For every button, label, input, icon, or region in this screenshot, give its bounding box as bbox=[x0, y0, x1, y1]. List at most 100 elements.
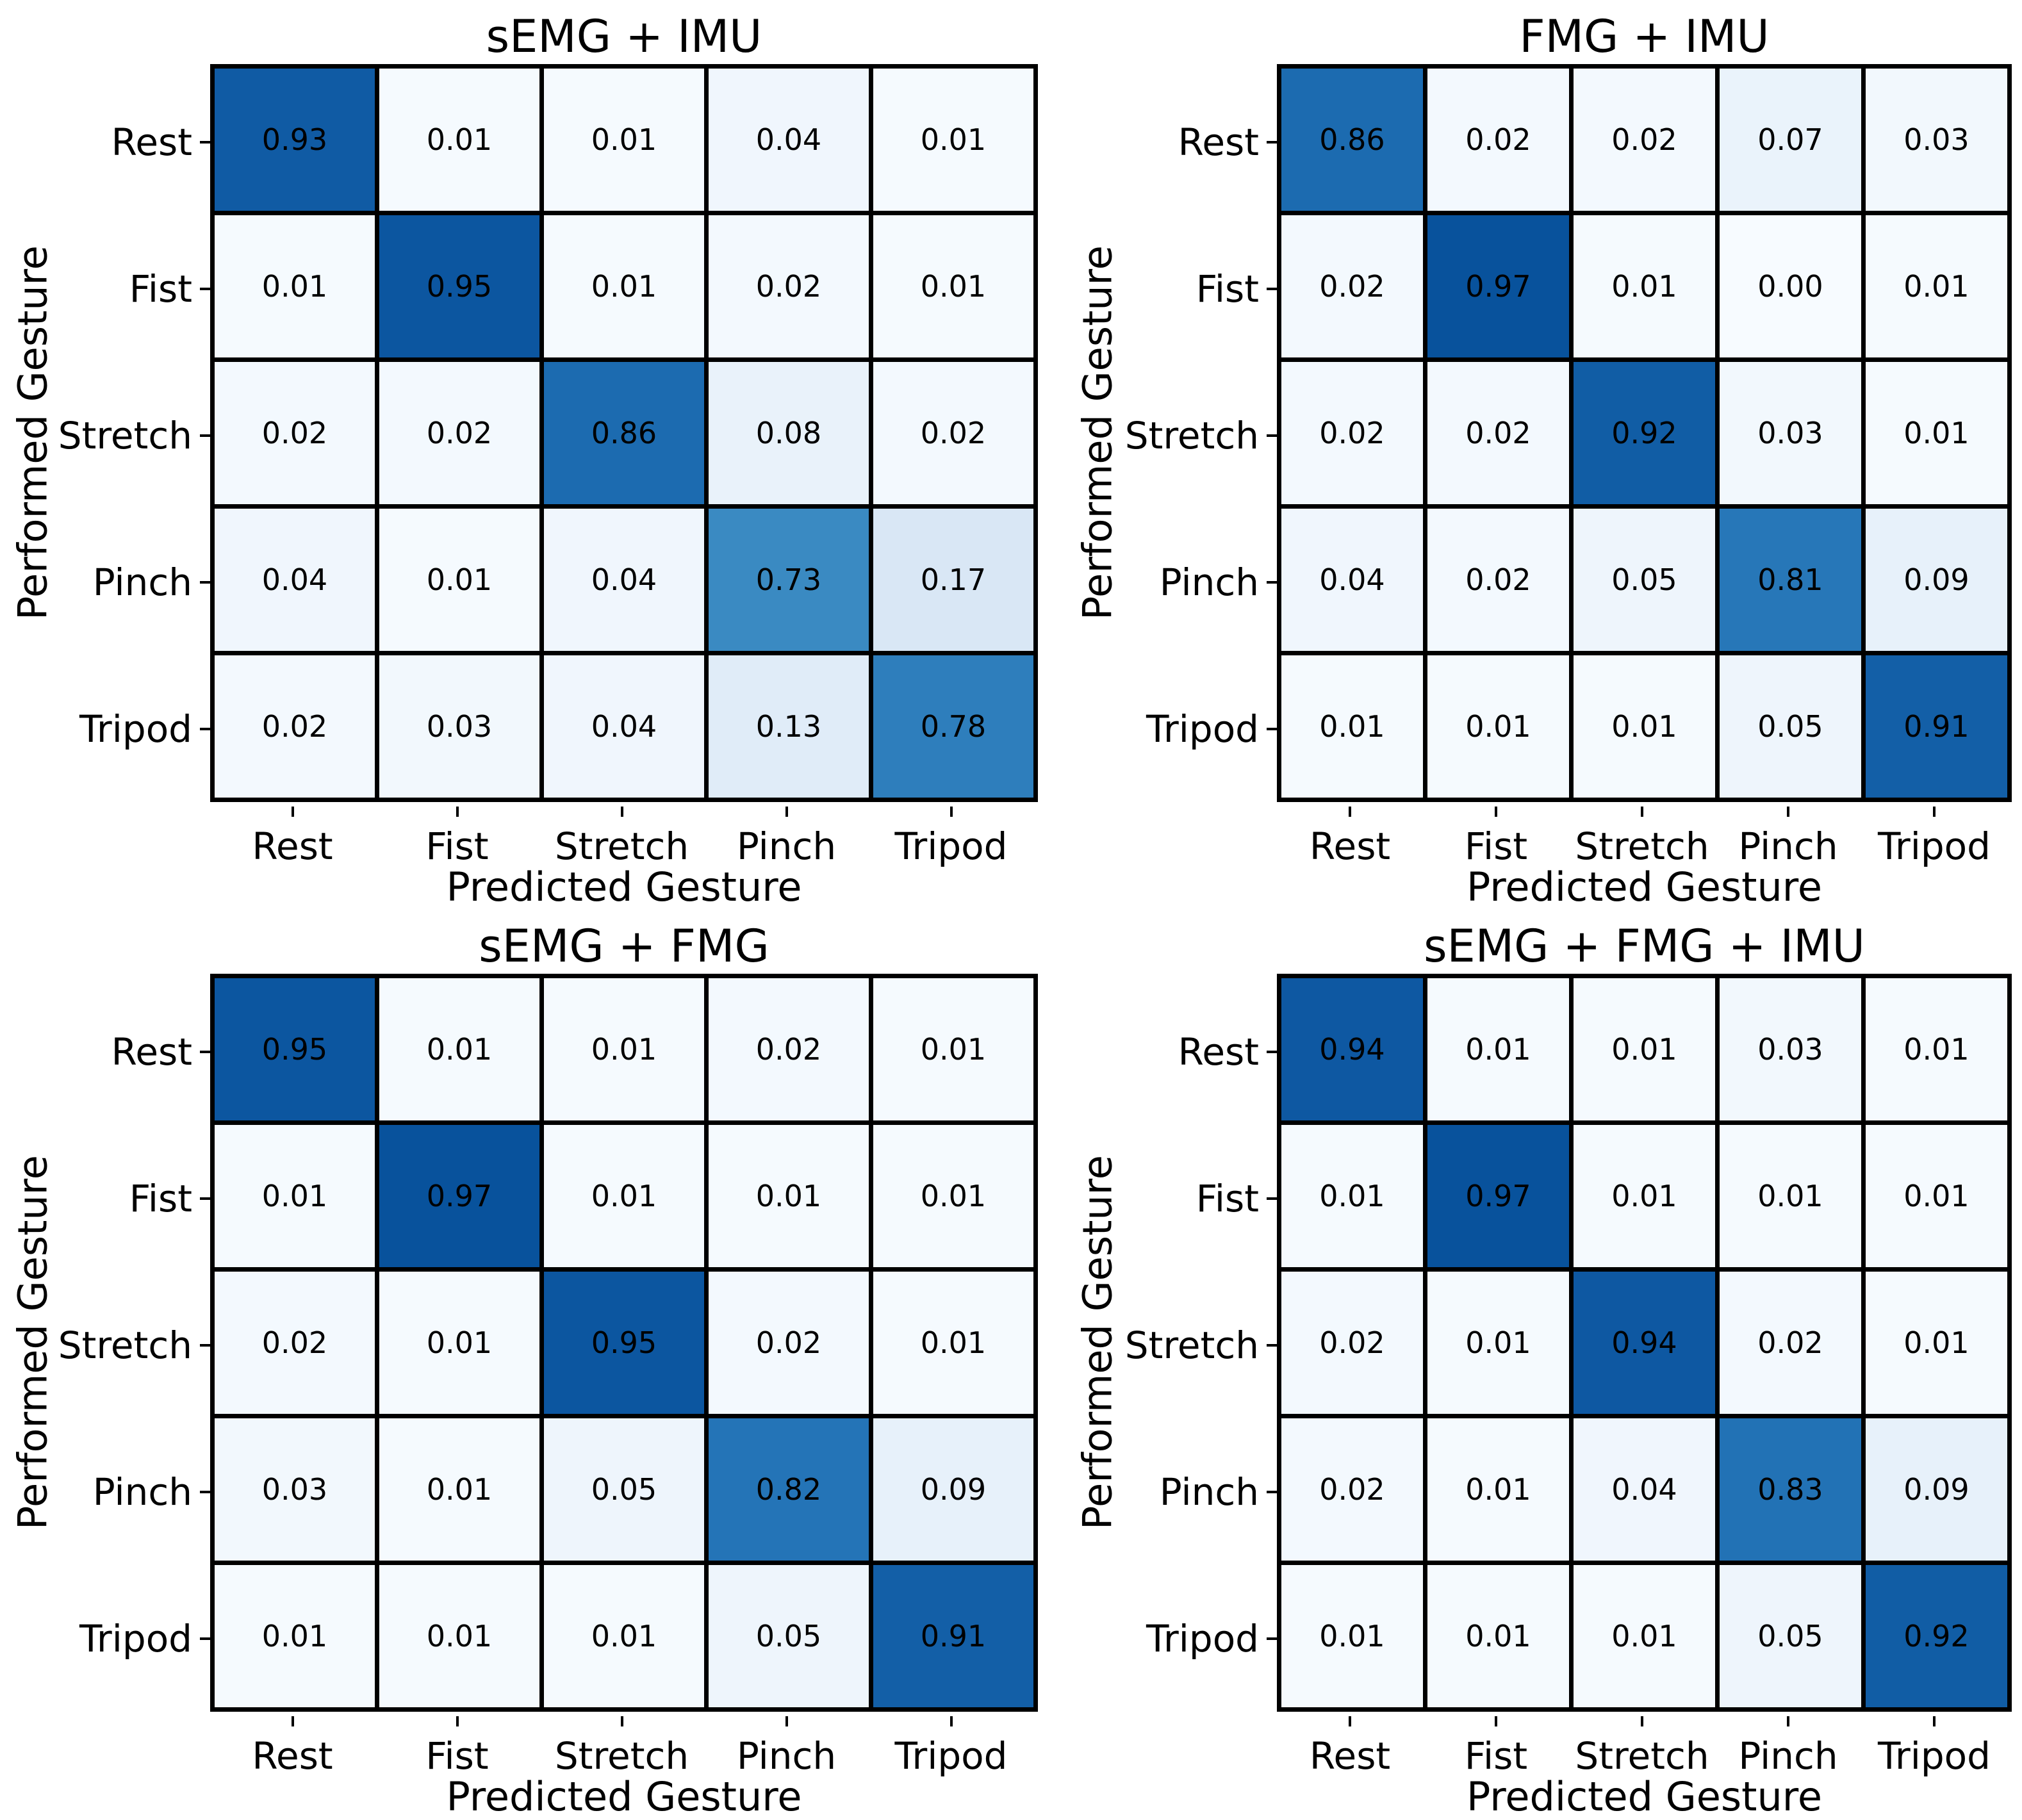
y-tick-label: Rest bbox=[1011, 69, 1277, 215]
matrix-cell: 0.02 bbox=[1281, 1418, 1423, 1561]
y-tick-label: Tripod bbox=[0, 655, 210, 802]
x-tick-label-text: Stretch bbox=[1575, 1734, 1709, 1778]
matrix-cell: 0.04 bbox=[709, 69, 869, 211]
y-tick-label: Pinch bbox=[0, 509, 210, 655]
matrix-cell: 0.01 bbox=[1427, 978, 1569, 1120]
x-tick-mark bbox=[291, 1716, 294, 1726]
y-tick-mark bbox=[200, 1490, 210, 1493]
x-axis-label: Predicted Gesture bbox=[1466, 864, 1823, 910]
matrix-cell: 0.03 bbox=[379, 655, 539, 798]
matrix-cell: 0.92 bbox=[1574, 362, 1715, 504]
matrix-cell: 0.01 bbox=[379, 1565, 539, 1707]
x-tick-labels: Rest Fist Stretch Pinch Tripod bbox=[1277, 1716, 2012, 1778]
y-tick-label-text: Rest bbox=[1178, 1029, 1259, 1074]
matrix-cell: 0.01 bbox=[1427, 1565, 1569, 1707]
matrix-cell: 0.01 bbox=[379, 509, 539, 651]
matrix-cell: 0.01 bbox=[709, 1125, 869, 1267]
matrix-cell: 0.05 bbox=[1574, 509, 1715, 651]
x-tick-label-text: Fist bbox=[425, 1734, 489, 1778]
matrix-cell: 0.03 bbox=[1720, 978, 1861, 1120]
matrix-cell: 0.03 bbox=[1866, 69, 2007, 211]
y-tick-label-text: Tripod bbox=[79, 1616, 192, 1660]
matrix-cell: 0.94 bbox=[1281, 978, 1423, 1120]
matrix-cell: 0.02 bbox=[709, 1272, 869, 1414]
matrix-cell: 0.01 bbox=[1866, 215, 2007, 357]
y-tick-mark bbox=[200, 580, 210, 584]
matrix-cell: 0.02 bbox=[1574, 69, 1715, 211]
matrix-cell: 0.02 bbox=[709, 215, 869, 357]
x-tick-label-text: Pinch bbox=[1738, 1734, 1838, 1778]
matrix-cell: 0.01 bbox=[1281, 1565, 1423, 1707]
matrix-cell: 0.01 bbox=[544, 1125, 704, 1267]
y-tick-labels: Rest Fist Stretch Pinch Tripod bbox=[0, 69, 210, 802]
matrix-cell: 0.02 bbox=[215, 1272, 375, 1414]
matrix-cell: 0.01 bbox=[873, 69, 1033, 211]
panel-title: sEMG + IMU bbox=[486, 10, 762, 63]
matrix-cell: 0.02 bbox=[1427, 509, 1569, 651]
y-tick-mark bbox=[1267, 1197, 1277, 1200]
y-tick-mark bbox=[200, 434, 210, 437]
y-tick-mark bbox=[200, 1343, 210, 1347]
matrix-cell: 0.13 bbox=[709, 655, 869, 798]
y-tick-labels: Rest Fist Stretch Pinch Tripod bbox=[1011, 978, 1277, 1712]
matrix-cell: 0.01 bbox=[1281, 1125, 1423, 1267]
matrix-cell: 0.01 bbox=[1866, 1272, 2007, 1414]
y-tick-label-text: Rest bbox=[111, 120, 192, 164]
matrix-cell: 0.01 bbox=[1427, 1418, 1569, 1561]
x-tick-label-text: Fist bbox=[1464, 824, 1528, 868]
y-tick-mark bbox=[1267, 1490, 1277, 1493]
matrix-cell: 0.01 bbox=[379, 1418, 539, 1561]
matrix-cell: 0.92 bbox=[1866, 1565, 2007, 1707]
y-tick-label: Stretch bbox=[1011, 362, 1277, 509]
confusion-matrix-grid: 0.93 0.01 0.01 0.04 0.01 0.01 0.95 0.01 0.02 0.01… bbox=[210, 64, 1038, 802]
x-tick-label-text: Rest bbox=[1309, 1734, 1391, 1778]
matrix-cell: 0.02 bbox=[1281, 215, 1423, 357]
x-tick-label: Fist bbox=[375, 1716, 539, 1778]
matrix-cell: 0.81 bbox=[1720, 509, 1861, 651]
x-axis-label: Predicted Gesture bbox=[1466, 1773, 1823, 1820]
y-tick-label: Pinch bbox=[1011, 509, 1277, 655]
matrix-cell: 0.07 bbox=[1720, 69, 1861, 211]
matrix-cell: 0.01 bbox=[1574, 655, 1715, 798]
x-tick-label-text: Rest bbox=[1309, 824, 1391, 868]
matrix-cell: 0.01 bbox=[544, 1565, 704, 1707]
y-tick-mark bbox=[1267, 1343, 1277, 1347]
y-tick-label-text: Fist bbox=[1196, 266, 1259, 311]
x-tick-label: Tripod bbox=[1861, 807, 2007, 868]
matrix-cell: 0.09 bbox=[1866, 1418, 2007, 1561]
matrix-cell: 0.01 bbox=[1866, 362, 2007, 504]
y-tick-mark bbox=[200, 1050, 210, 1053]
y-tick-label: Pinch bbox=[0, 1418, 210, 1565]
x-tick-mark bbox=[949, 807, 953, 817]
x-tick-label: Pinch bbox=[704, 807, 869, 868]
x-tick-label: Stretch bbox=[1569, 1716, 1715, 1778]
x-tick-label: Tripod bbox=[869, 807, 1033, 868]
confusion-matrix-grid: 0.95 0.01 0.01 0.02 0.01 0.01 0.97 0.01 0.01 0.01… bbox=[210, 974, 1038, 1712]
x-tick-label-text: Pinch bbox=[1738, 824, 1838, 868]
x-tick-label-text: Pinch bbox=[736, 824, 837, 868]
x-tick-mark bbox=[1495, 1716, 1497, 1726]
matrix-cell: 0.01 bbox=[873, 1125, 1033, 1267]
matrix-cell: 0.01 bbox=[379, 978, 539, 1120]
matrix-cell: 0.78 bbox=[873, 655, 1033, 798]
matrix-cell: 0.01 bbox=[544, 978, 704, 1120]
x-tick-label-text: Tripod bbox=[894, 824, 1008, 868]
matrix-cell: 0.01 bbox=[379, 1272, 539, 1414]
y-tick-label-text: Stretch bbox=[1124, 1323, 1259, 1367]
matrix-cell: 0.01 bbox=[1574, 215, 1715, 357]
x-tick-mark bbox=[785, 1716, 788, 1726]
x-tick-label-text: Tripod bbox=[1878, 1734, 1991, 1778]
matrix-cell: 0.01 bbox=[1427, 655, 1569, 798]
x-tick-mark bbox=[1641, 807, 1643, 817]
matrix-cell: 0.03 bbox=[1720, 362, 1861, 504]
x-tick-mark bbox=[620, 807, 623, 817]
y-tick-label-text: Stretch bbox=[1124, 413, 1259, 457]
matrix-cell: 0.82 bbox=[709, 1418, 869, 1561]
y-tick-label-text: Tripod bbox=[1146, 707, 1259, 751]
matrix-cell: 0.17 bbox=[873, 509, 1033, 651]
matrix-cell: 0.01 bbox=[215, 1565, 375, 1707]
panel-fmg-imu: FMG + IMU Performed Gesture Rest Fist Stre… bbox=[1011, 0, 2022, 910]
matrix-cell: 0.02 bbox=[1281, 1272, 1423, 1414]
y-tick-label: Pinch bbox=[1011, 1418, 1277, 1565]
matrix-cell: 0.03 bbox=[215, 1418, 375, 1561]
